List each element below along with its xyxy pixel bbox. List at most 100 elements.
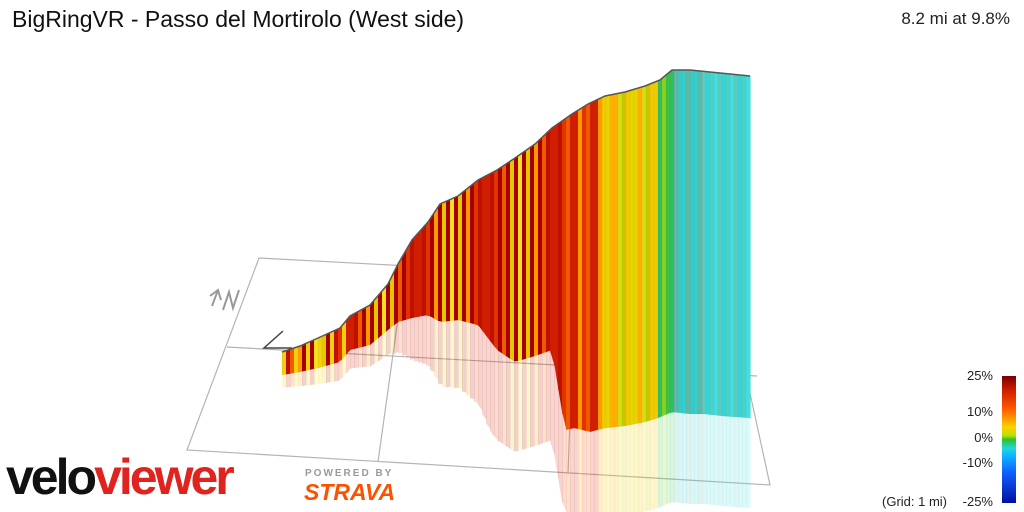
reflection-segment	[446, 320, 451, 388]
reflection-segment	[594, 429, 599, 512]
start-marker	[262, 330, 292, 349]
reflection-segment	[702, 414, 707, 505]
reflection-segment	[670, 412, 675, 503]
reflection-segment	[630, 424, 635, 512]
reflection-segment	[438, 320, 443, 385]
reflection-segment	[642, 421, 647, 512]
reflection-segment	[514, 360, 519, 452]
reflection-segment	[374, 337, 379, 365]
veloviewer-logo[interactable]: veloviewer	[6, 449, 235, 505]
reflection-segment	[666, 412, 671, 505]
reflection-segment	[634, 423, 639, 512]
reflection-segment	[734, 416, 739, 508]
reflection-segment	[366, 344, 371, 368]
reflection-segment	[294, 372, 299, 387]
reflection-segment	[346, 349, 351, 374]
reflection-segment	[426, 315, 431, 367]
reflection-segment	[618, 426, 623, 512]
reflection-segment	[406, 318, 411, 358]
reflection-segment	[562, 411, 567, 512]
reflection-segment	[430, 316, 435, 373]
reflection-segment	[394, 321, 399, 355]
reflection-segment	[470, 323, 475, 400]
reflection-segment	[622, 425, 627, 512]
reflection-segment	[610, 427, 615, 512]
reflection-segment	[378, 334, 383, 362]
reflection-segment	[306, 369, 311, 386]
reflection-segment	[710, 414, 715, 506]
reflection-segment	[358, 346, 363, 369]
reflection-segment	[322, 365, 327, 384]
reflection-segment	[722, 416, 727, 507]
reflection-segment	[658, 416, 663, 508]
reflection-segment	[370, 341, 375, 367]
reflection-segment	[354, 347, 359, 369]
reflection-segment	[462, 321, 467, 393]
reflection-segment	[338, 359, 343, 382]
reflection-segment	[422, 315, 427, 365]
reflection-segment	[690, 414, 695, 504]
reflection-segment	[598, 428, 603, 512]
reflection-segment	[530, 356, 535, 448]
strava-logo[interactable]: STRAVA	[304, 479, 396, 505]
reflection-segment	[578, 428, 583, 512]
reflection-segment	[654, 417, 659, 510]
reflection-segment	[662, 414, 667, 507]
reflection-segment	[454, 320, 459, 388]
reflection-segment	[574, 428, 579, 512]
reflection-segment	[674, 412, 679, 503]
reflection-segment	[314, 367, 319, 385]
reflection-segment	[506, 356, 511, 449]
reflection-segment	[390, 324, 395, 356]
reflection-segment	[450, 320, 455, 388]
gradient-legend-bar	[1002, 376, 1016, 503]
reflection-segment	[550, 350, 555, 456]
reflection-segment	[534, 354, 539, 447]
reflection-segment	[490, 340, 495, 437]
page-title: BigRingVR - Passo del Mortirolo (West si…	[12, 6, 465, 32]
profile-segment	[745, 75, 751, 419]
elevation-profile	[281, 69, 751, 433]
reflection-segment	[586, 430, 591, 512]
legend-label-0: 0%	[974, 430, 993, 445]
reflection-segment	[290, 372, 295, 388]
reflection-segment	[602, 427, 607, 512]
reflection-segment	[434, 318, 439, 380]
legend-label-10: 10%	[966, 404, 993, 419]
reflection-segment	[502, 353, 507, 447]
reflection-segment	[638, 422, 643, 512]
reflection-segment	[342, 354, 347, 379]
reflection-segment	[538, 353, 543, 445]
reflection-segment	[726, 416, 731, 507]
reflection-segment	[410, 317, 415, 360]
reflection-segment	[458, 320, 463, 390]
reflection-segment	[334, 362, 339, 382]
reflection-segment	[398, 320, 403, 354]
reflection-segment	[522, 358, 527, 450]
reflection-segment	[386, 328, 391, 357]
reflection-segment	[742, 417, 747, 508]
reflection-segment	[382, 331, 387, 360]
reflection-segment	[326, 364, 331, 384]
legend-label-max: 25%	[966, 368, 993, 383]
profile-reflection	[282, 315, 751, 512]
legend-label-neg10: -10%	[962, 455, 993, 470]
reflection-segment	[694, 414, 699, 504]
north-arrow-icon	[209, 288, 240, 312]
reflection-segment	[402, 319, 407, 356]
powered-by-label: POWERED BY	[305, 468, 394, 479]
reflection-segment	[626, 424, 631, 512]
reflection-segment	[362, 345, 367, 368]
reflection-segment	[730, 416, 735, 507]
reflection-segment	[518, 359, 523, 452]
reflection-segment	[298, 371, 303, 387]
reflection-segment	[582, 429, 587, 512]
reflection-segment	[310, 368, 315, 386]
reflection-segment	[718, 415, 723, 507]
reflection-segment	[686, 413, 691, 504]
reflection-segment	[558, 386, 563, 505]
reflection-segment	[570, 428, 575, 512]
reflection-segment	[474, 324, 479, 404]
reflection-segment	[682, 413, 687, 504]
